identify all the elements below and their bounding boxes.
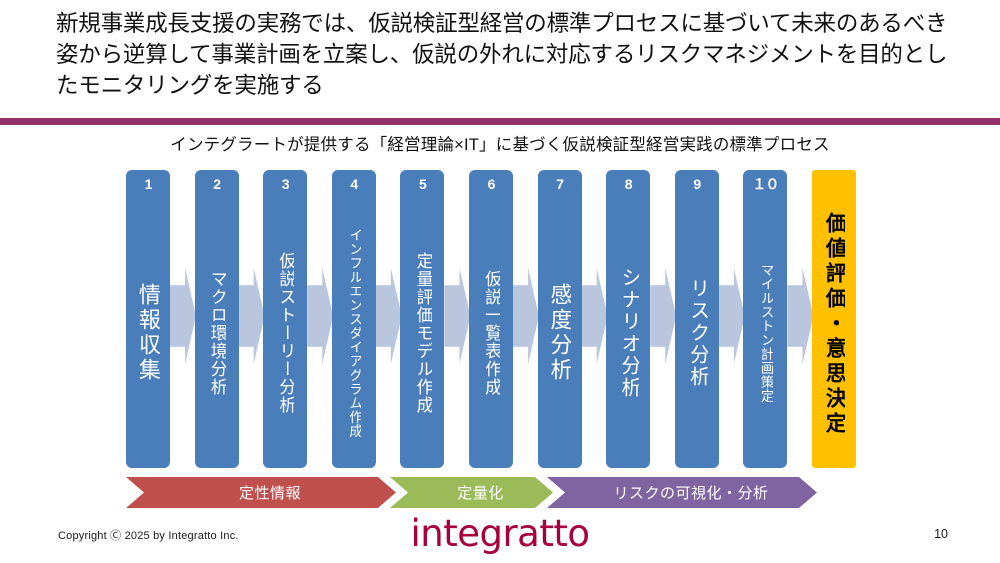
process-step-label: インフルエンスダイアグラム作成 (347, 227, 362, 438)
phase-band-label: リスクの可視化・分析 (613, 485, 769, 502)
integratto-logo: integratto (410, 512, 590, 555)
process-step-label: シナリオ分析 (617, 266, 639, 399)
diagram-subtitle: インテグラートが提供する「経営理論×IT」に基づく仮説検証型経営実践の標準プロセ… (170, 136, 830, 154)
process-step-number: 9 (693, 176, 701, 192)
process-step-label: リスク分析 (686, 277, 708, 388)
page-number: 10 (934, 527, 948, 541)
process-step-number: 8 (624, 176, 633, 192)
flow-arrow-icon (375, 268, 402, 364)
process-step-2[interactable]: 2 マクロ環境分析 (194, 170, 239, 468)
process-step-9[interactable]: 9 リスク分析 (674, 170, 719, 468)
process-step-１０[interactable]: １０ マイルストン計画策定 (743, 170, 788, 468)
flow-arrow-icon (238, 268, 265, 364)
flow-arrow-icon (307, 268, 334, 364)
process-step-4[interactable]: 4 インフルエンスダイアグラム作成 (331, 170, 376, 468)
process-step-1[interactable]: 1 情報収集 (126, 170, 170, 468)
footer-copyright: Copyright Ⓒ 2025 by Integratto Inc. (58, 530, 239, 542)
process-step-label: マクロ環境分析 (207, 269, 226, 396)
process-step-number: 1 (144, 176, 153, 192)
process-step-3[interactable]: 3 仮説ストーリー分析 (263, 170, 308, 468)
process-step-6[interactable]: 6 仮説一覧表作成 (469, 170, 513, 468)
process-step-number: 4 (350, 176, 358, 192)
process-outcome[interactable]: 価値評価・意思決定 (812, 170, 856, 468)
flow-arrow-icon (170, 268, 196, 364)
phase-band-3: リスクの可視化・分析 (547, 477, 817, 508)
process-outcome-label: 価値評価・意思決定 (823, 211, 846, 437)
header-divider (0, 118, 1000, 125)
process-step-8[interactable]: 8 シナリオ分析 (606, 170, 651, 468)
process-step-label: 情報収集 (136, 282, 160, 383)
process-step-number: 7 (556, 176, 564, 192)
process-step-number: 3 (281, 176, 290, 192)
process-step-label: 感度分析 (547, 282, 572, 383)
process-step-label: 仮説ストーリー分析 (276, 251, 295, 414)
process-step-number: 5 (418, 176, 427, 192)
flow-arrow-icon (581, 268, 608, 364)
flow-arrow-icon (718, 268, 745, 364)
process-step-7[interactable]: 7 感度分析 (537, 170, 582, 468)
process-step-label: 定量評価モデル作成 (413, 251, 432, 414)
phase-band-label: 定量化 (457, 485, 504, 502)
process-step-label: マイルストン計画策定 (758, 262, 773, 403)
phase-band-2: 定量化 (390, 477, 553, 508)
phase-band-label: 定性情報 (238, 485, 301, 502)
flow-arrow-icon (444, 268, 471, 364)
phase-band-1: 定性情報 (126, 477, 396, 508)
slide-title: 新規事業成長支援の実務では、仮説検証型経営の標準プロセスに基づいて未来のあるべき… (56, 11, 948, 98)
process-step-5[interactable]: 5 定量評価モデル作成 (400, 170, 445, 468)
flow-arrow-icon (650, 268, 677, 364)
process-step-number: １０ (752, 176, 779, 192)
flow-arrow-icon (513, 268, 539, 364)
process-step-label: 仮説一覧表作成 (482, 269, 501, 396)
process-step-number: 2 (213, 176, 221, 192)
flow-arrow-icon (787, 268, 814, 364)
process-step-number: 6 (487, 176, 496, 192)
